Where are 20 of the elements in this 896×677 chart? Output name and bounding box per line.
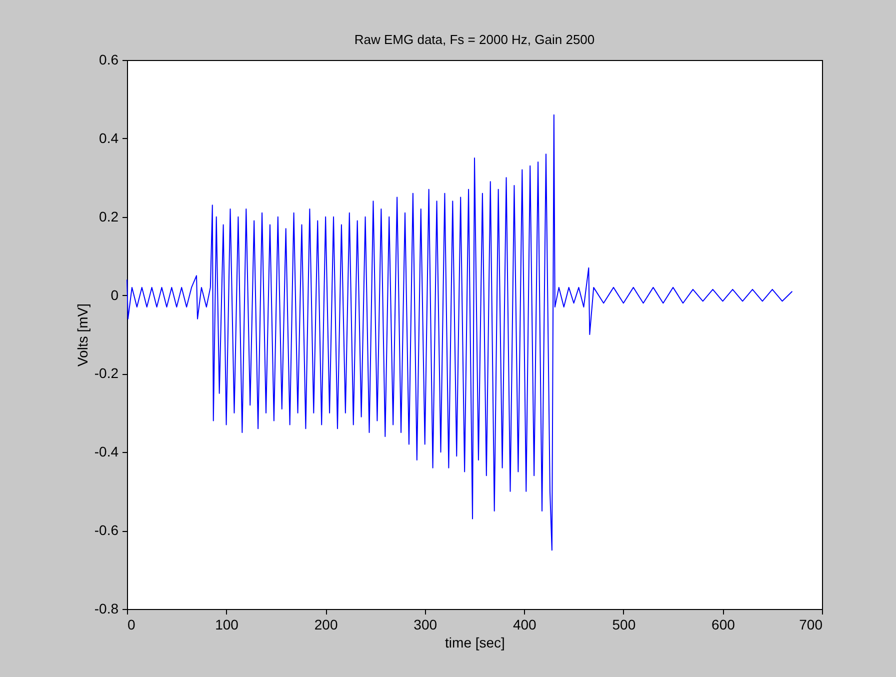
x-tick-label: 500	[612, 616, 636, 632]
x-tick-label: 300	[414, 616, 438, 632]
x-tick-label: 700	[799, 616, 823, 632]
x-tick-label: 0	[128, 616, 136, 632]
y-tick-label: -0.6	[94, 522, 119, 538]
y-tick-label: 0.6	[99, 52, 119, 68]
x-tick-label: 100	[215, 616, 239, 632]
x-axis-title: time [sec]	[445, 634, 505, 650]
y-tick-label: 0	[110, 286, 119, 303]
line-series	[126, 114, 793, 551]
y-tick-label: 0.4	[99, 130, 119, 146]
y-tick-label: -0.2	[94, 365, 119, 382]
chart-title: Raw EMG data, Fs = 2000 Hz, Gain 2500	[354, 32, 595, 47]
y-tick-label: 0.2	[99, 208, 119, 224]
x-tick-label: 400	[512, 616, 537, 632]
y-tick-label: -0.8	[94, 600, 119, 616]
y-axis-title: Volts [mV]	[74, 303, 90, 367]
x-tick-label: 600	[712, 616, 736, 632]
y-tick-label: -0.4	[94, 444, 119, 460]
x-tick-label: 200	[314, 616, 338, 632]
